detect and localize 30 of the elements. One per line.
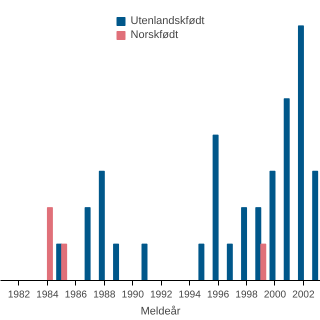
bar	[241, 207, 248, 280]
x-tick-label: 1982	[8, 290, 31, 300]
bar	[84, 207, 91, 280]
bar	[284, 98, 290, 280]
bar	[46, 207, 53, 280]
x-tick-label: 1996	[206, 290, 230, 300]
bar	[255, 207, 262, 280]
bar	[270, 170, 276, 280]
x-tick-label: 1990	[122, 290, 144, 300]
x-tick-label: 1986	[64, 290, 88, 300]
legend-label: Norskfødt	[130, 29, 178, 41]
bar	[113, 244, 120, 280]
x-tick-label: 1992	[150, 290, 173, 300]
bar	[312, 170, 318, 280]
x-tick-label: 2002	[292, 290, 315, 300]
legend-label: Utenlandskfødt	[130, 15, 204, 27]
x-tick-label: 1994	[178, 290, 202, 300]
bar	[226, 244, 233, 280]
x-tick-label: 1984	[36, 290, 59, 300]
bar	[212, 134, 219, 280]
bar	[298, 25, 304, 280]
bar	[198, 244, 204, 280]
x-tick-label: 1988	[93, 290, 116, 300]
bar	[98, 170, 105, 280]
bar	[142, 244, 148, 280]
x-tick-label: 2000	[264, 290, 287, 300]
x-tick-label: 1998	[235, 290, 258, 300]
bar	[61, 244, 68, 280]
bar	[260, 244, 266, 280]
x-axis-title: Meldeår	[140, 306, 181, 318]
